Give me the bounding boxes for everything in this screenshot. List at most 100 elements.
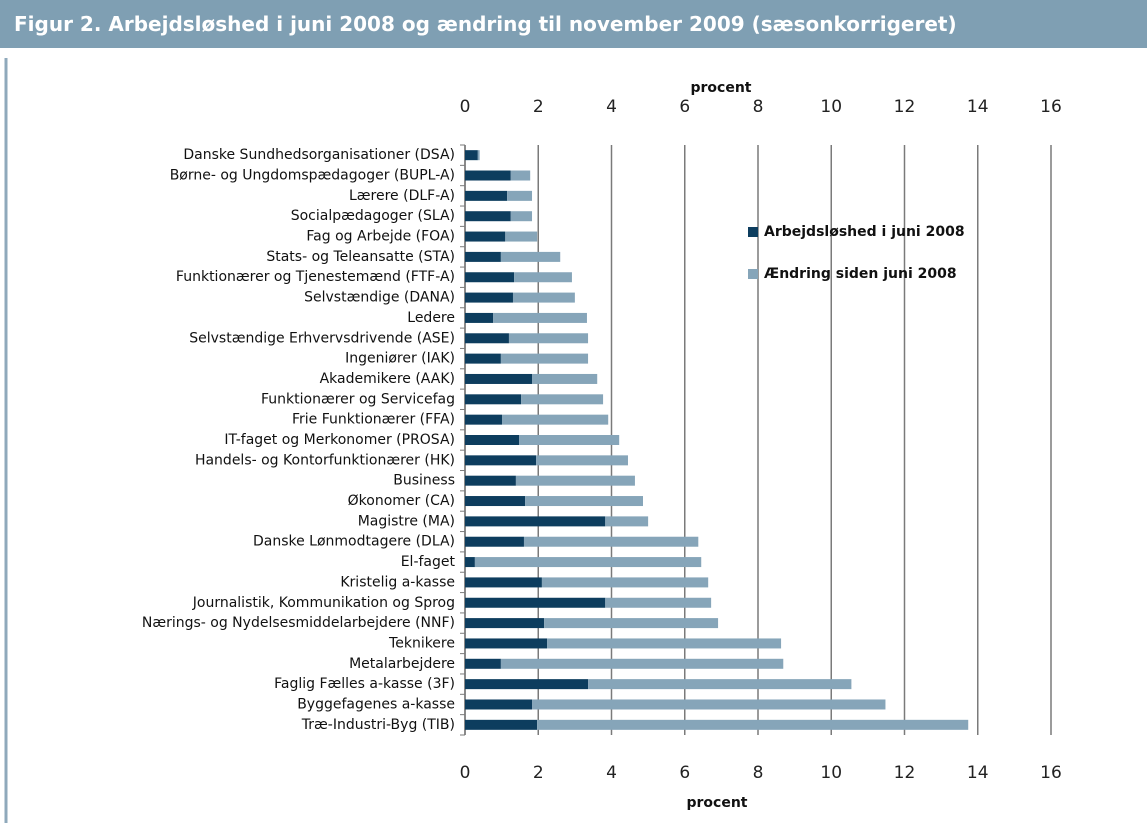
bar (465, 150, 478, 161)
y-tick-label: Byggefagenes a-kasse (297, 696, 455, 712)
y-tick-label: Nærings- og Nydelsesmiddelarbejdere (NNF… (142, 615, 455, 631)
y-tick-label: Metalarbejdere (349, 656, 455, 672)
bar (465, 496, 526, 507)
y-tick-label: Fag og Arbejde (FOA) (306, 229, 455, 245)
bar (541, 577, 709, 588)
y-tick-label: Frie Funktionærer (FFA) (292, 412, 455, 428)
bar (465, 414, 502, 425)
bar (465, 557, 475, 568)
y-tick-label: Handels- og Kontorfunktionærer (HK) (195, 452, 455, 468)
x-tick-label: 10 (820, 763, 842, 783)
bar (512, 292, 575, 303)
y-tick-label: Træ-Industri-Byg (TIB) (301, 717, 455, 733)
bar (605, 516, 649, 527)
bar (536, 455, 628, 466)
bar (465, 190, 508, 201)
bar (465, 373, 533, 384)
legend-label: Arbejdsløshed i juni 2008 (764, 224, 965, 240)
bar (588, 679, 852, 690)
bar (500, 658, 784, 669)
y-tick-label: Kristelig a-kasse (340, 574, 455, 590)
bar (514, 272, 572, 283)
y-tick-label: Økonomer (CA) (348, 493, 455, 509)
x-tick-label-top: 12 (894, 97, 916, 117)
x-tick-label-top: 8 (753, 97, 764, 117)
bar (510, 170, 531, 181)
bar (465, 272, 515, 283)
legend-swatch (748, 227, 758, 237)
bar (519, 435, 620, 445)
bar (510, 211, 533, 222)
bar (465, 435, 520, 445)
y-tick-label: Børne- og Ungdomspædagoger (BUPL-A) (170, 168, 455, 184)
x-axis-title: procent (687, 795, 748, 811)
y-tick-label: Magistre (MA) (358, 513, 455, 529)
x-tick-label: 2 (533, 763, 544, 783)
bar (508, 333, 589, 344)
x-tick-label-top: 16 (1040, 97, 1062, 117)
y-tick-label: Ledere (407, 310, 455, 326)
y-tick-label: El-faget (401, 554, 456, 570)
y-tick-label: Stats- og Teleansatte (STA) (266, 249, 455, 265)
legend-label: Ændring siden juni 2008 (764, 266, 957, 282)
bar (465, 353, 501, 364)
x-tick-label: 16 (1040, 763, 1062, 783)
bar (493, 312, 587, 323)
bar (477, 150, 480, 161)
bar (465, 679, 589, 690)
header: Figur 2. Arbejdsløshed i juni 2008 og æn… (0, 0, 1147, 48)
x-tick-label: 12 (894, 763, 916, 783)
bar (465, 658, 501, 669)
bar (465, 170, 511, 181)
x-tick-label: 6 (679, 763, 690, 783)
bar (465, 455, 537, 466)
x-tick-label: 8 (753, 763, 764, 783)
bar (465, 577, 542, 588)
bar (474, 557, 702, 568)
chart: procent procent 0 0 2 2 4 4 6 6 8 8 10 10 12 12 14 14 16… (4, 58, 1062, 823)
y-tick-label: Lærere (DLF-A) (349, 188, 455, 204)
bar (465, 699, 533, 710)
bar (515, 475, 635, 486)
bar (465, 597, 606, 608)
bar (532, 373, 598, 384)
x-tick-label: 4 (606, 763, 617, 783)
bar (521, 394, 604, 405)
bar (465, 211, 511, 222)
y-tick-label: IT-faget og Merkonomer (PROSA) (224, 432, 455, 448)
bar (507, 190, 533, 201)
x-tick-label: 0 (460, 763, 471, 783)
bar (465, 312, 494, 323)
y-tick-label: Danske Sundhedsorganisationer (DSA) (183, 147, 455, 163)
x-axis-title-top: procent (691, 80, 752, 96)
bar (544, 618, 719, 629)
bar (532, 699, 886, 710)
legend-swatch (748, 269, 758, 279)
x-tick-label-top: 6 (679, 97, 690, 117)
bar (465, 333, 509, 344)
x-tick-label: 14 (967, 763, 989, 783)
bar (605, 597, 712, 608)
y-tick-label: Danske Lønmodtagere (DLA) (253, 534, 455, 550)
y-tick-label: Funktionærer og Servicefag (261, 391, 455, 407)
bar (465, 719, 538, 730)
y-tick-label: Akademikere (AAK) (320, 371, 455, 387)
x-tick-label-top: 10 (820, 97, 842, 117)
y-tick-label: Journalistik, Kommunikation og Sprog (192, 595, 455, 611)
bar (537, 719, 969, 730)
bar (465, 394, 522, 405)
bar (500, 251, 561, 262)
y-tick-label: Selvstændige Erhvervsdrivende (ASE) (189, 330, 455, 346)
y-tick-label: Faglig Fælles a-kasse (3F) (274, 676, 455, 692)
bar (465, 638, 548, 649)
bar (465, 251, 501, 262)
bar (547, 638, 782, 649)
y-tick-label: Funktionærer og Tjenestemænd (FTF-A) (176, 269, 455, 285)
x-tick-label-top: 2 (533, 97, 544, 117)
bar (465, 516, 606, 527)
bar (465, 475, 516, 486)
y-tick-label: Teknikere (388, 635, 455, 651)
bar (523, 536, 699, 547)
bar (501, 414, 609, 425)
